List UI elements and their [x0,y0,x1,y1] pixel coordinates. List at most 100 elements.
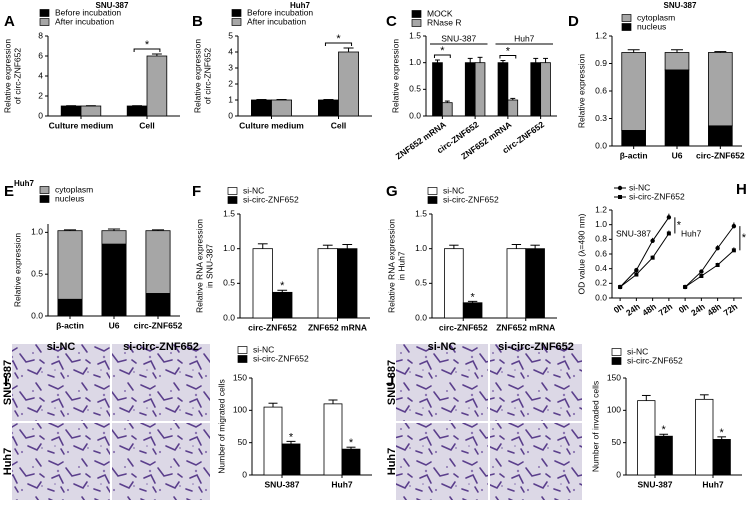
bar [695,398,714,476]
micrograph [490,423,582,500]
significance-bracket [324,42,353,46]
legend-label: Before incubation [247,7,313,17]
y-tick-label: 4 [228,46,233,56]
bar [101,230,127,245]
y-tick-label: 0 [242,469,247,479]
bar [60,105,82,117]
micrograph [112,344,210,421]
panel-label: D [568,13,579,30]
bar [540,62,551,117]
legend-label: si-circ-ZNF652 [443,194,499,204]
legend-label: si-NC [627,346,648,356]
x-tick-label: Cell [331,120,347,130]
image-column-label: si-circ-ZNF652 [123,341,199,353]
y-tick-label: 150 [233,372,247,382]
legend-label: MOCK [427,8,453,18]
legend-swatch [621,23,632,31]
y-axis-label: Relative RNA expression [194,219,204,313]
micrograph [112,423,210,500]
legend-label: si-NC [443,185,464,195]
y-axis-label: Relative expression [2,39,12,113]
y-axis-label: Relative expression [576,54,586,128]
y-tick-label: 0.5 [409,84,421,94]
micrograph [490,344,582,421]
significance-bracket [433,54,451,58]
legend-marker [617,185,623,191]
point [650,238,655,243]
y-tick-label: 0.5 [415,278,427,288]
micrograph [396,344,488,421]
panel-label: B [192,13,203,30]
legend-marker [618,195,622,199]
y-axis-label: Relative RNA expression [386,219,396,313]
point [618,285,623,289]
bar [464,62,476,117]
y-tick-label: 50 [238,437,248,447]
x-tick-label: β-actin [56,320,84,330]
x-tick-label: circ-ZNF652 [696,150,745,160]
point [634,267,639,273]
x-tick-label: 0h [612,301,626,315]
bar [317,99,339,117]
y-axis-label: Relative expression [192,39,202,113]
bar [145,230,171,294]
image-column-label: si-circ-ZNF652 [498,341,574,353]
legend-label: cytoplasm [637,12,675,22]
y-tick-label: 0.0 [31,310,43,320]
bar [272,291,293,319]
bar [530,62,542,117]
bar [444,248,464,319]
y-tick-label: 100 [607,405,621,415]
x-tick-label: Culture medium [49,120,114,130]
legend-label: nucleus [637,21,666,31]
y-tick-label: 1.5 [415,208,427,218]
image-row-label: Huh7 [2,448,14,476]
y-tick-label: 2 [228,78,233,88]
y-tick-label: 0.0 [415,312,427,322]
y-tick-label: 0.8 [595,234,607,244]
y-tick-label: 0.5 [223,278,235,288]
bar [145,293,171,317]
chart-title: SNU-387 [664,1,697,10]
y-tick-label: 1.5 [409,30,421,40]
legend-label: si-circ-ZNF652 [627,355,683,365]
y-axis-label: Relative expression [390,39,400,113]
bar [708,125,733,147]
bar [441,102,453,117]
bar [337,248,358,319]
legend-swatch [39,18,50,26]
bar [126,105,148,117]
legend-label: cytoplasm [55,184,93,194]
y-tick-label: 1 [228,94,233,104]
legend-swatch [39,186,50,194]
bar [712,439,731,476]
chart-title: Huh7 [14,179,35,188]
legend-swatch [427,187,438,195]
significance-mark: * [677,219,682,231]
y-tick-label: 100 [233,405,247,415]
image-column-label: si-NC [428,341,457,353]
y-tick-label: 6 [38,50,43,60]
y-tick-label: 50 [612,437,622,447]
bar [497,62,509,117]
x-tick-label: Huh7 [702,479,724,489]
legend-label: After incubation [247,16,306,26]
y-tick-label: 1.0 [409,57,421,67]
x-tick-label: circ-ZNF652 [439,322,488,332]
y-tick-label: 0.9 [595,58,607,68]
bar [664,69,690,147]
bar [252,248,273,319]
x-tick-label: circ-ZNF652 [134,320,183,330]
group-label: SNU-387 [441,33,476,43]
bar [317,248,338,319]
panel-label: A [4,13,15,30]
x-tick-label: U6 [672,150,683,160]
y-axis-label: in SNU-387 [204,244,214,288]
point [666,231,671,236]
bar [506,248,527,319]
legend-swatch [621,14,632,22]
y-tick-label: 1.0 [223,243,235,253]
significance-bracket [133,48,161,52]
y-axis-label: of circ-ZNF652 [12,48,22,104]
